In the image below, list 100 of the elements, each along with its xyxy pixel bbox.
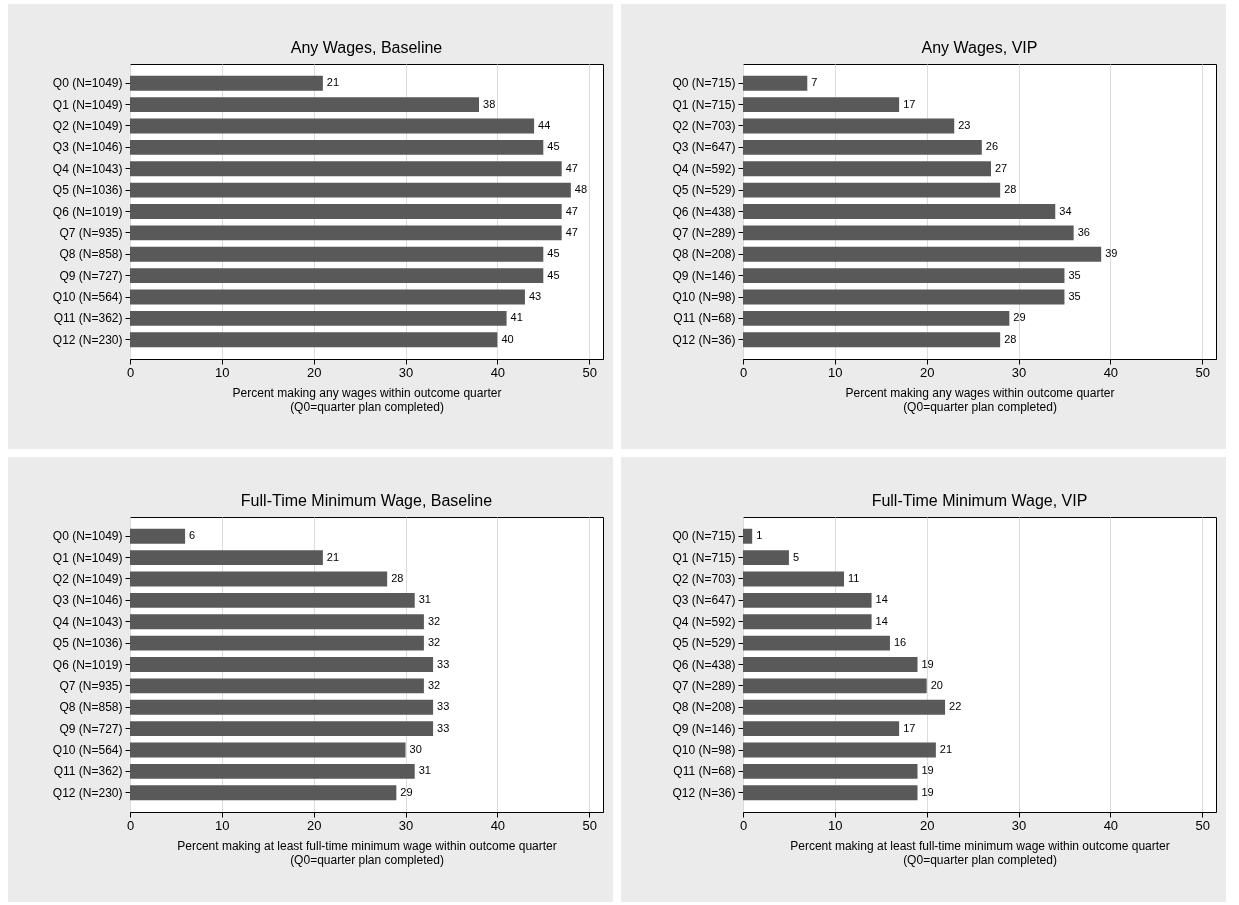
y-tick-label: Q1 (N=715) <box>672 97 736 112</box>
y-tick-label: Q2 (N=1049) <box>52 571 123 586</box>
data-label: 35 <box>1068 268 1081 281</box>
y-tick-label: Q11 (N=362) <box>53 311 123 326</box>
y-tick-label: Q1 (N=1049) <box>52 550 123 565</box>
bar <box>130 699 434 715</box>
y-tick-label: Q9 (N=727) <box>59 268 123 283</box>
y-tick-label: Q6 (N=438) <box>672 204 736 219</box>
x-tick-label: 20 <box>919 817 935 833</box>
y-tick-label: Q12 (N=36) <box>672 785 736 800</box>
bar <box>743 246 1102 262</box>
data-label: 36 <box>1077 225 1090 238</box>
bar <box>130 161 562 177</box>
data-label: 47 <box>565 161 578 174</box>
data-label: 30 <box>409 743 422 756</box>
y-tick-label: Q8 (N=858) <box>59 247 123 262</box>
y-tick-label: Q2 (N=703) <box>672 571 736 586</box>
y-tick-label: Q9 (N=146) <box>672 721 736 736</box>
bar <box>743 763 918 779</box>
y-tick-label: Q3 (N=647) <box>672 593 736 608</box>
y-tick-label: Q6 (N=438) <box>672 657 736 672</box>
y-tick-label: Q4 (N=1043) <box>52 614 123 629</box>
bar <box>130 97 480 113</box>
data-label: 32 <box>427 614 441 627</box>
data-label: 28 <box>391 571 404 584</box>
data-label: 39 <box>1105 247 1118 260</box>
bar <box>743 785 918 801</box>
y-tick-label: Q4 (N=592) <box>672 161 736 176</box>
bar <box>130 721 434 737</box>
x-tick-label: 30 <box>1011 817 1027 833</box>
data-label: 28 <box>1004 332 1017 345</box>
x-axis-title: Percent making any wages within outcome quarter (Q0=quarter plan completed) <box>845 385 1115 414</box>
x-tick-label: 40 <box>490 364 506 380</box>
data-label: 20 <box>930 678 943 691</box>
data-label: 27 <box>994 161 1008 174</box>
y-tick-label: Q9 (N=146) <box>672 268 736 283</box>
bar <box>130 75 323 91</box>
data-label: 38 <box>483 97 496 110</box>
bar <box>743 161 991 177</box>
data-label: 33 <box>437 721 450 734</box>
bar <box>743 139 982 155</box>
bar <box>130 635 424 651</box>
bar <box>130 268 544 284</box>
x-tick-label: 10 <box>215 364 230 380</box>
data-label: 7 <box>811 76 818 89</box>
y-tick-label: Q6 (N=1019) <box>52 657 123 672</box>
bar <box>743 550 789 566</box>
data-label: 45 <box>547 140 560 153</box>
x-axis-title: Percent making at least full-time minimum wage within outcome quarter (Q0=quarter plan completed) <box>790 838 1170 867</box>
y-tick-label: Q12 (N=230) <box>52 332 123 347</box>
data-label: 6 <box>189 529 196 542</box>
chart-title: Full-Time Minimum Wage, VIP <box>871 492 1088 509</box>
data-label: 14 <box>875 593 888 606</box>
x-tick-label: 30 <box>398 817 414 833</box>
bar <box>130 763 415 779</box>
bar <box>130 678 424 694</box>
y-tick-label: Q0 (N=1049) <box>52 76 123 91</box>
x-tick-label: 40 <box>1103 364 1119 380</box>
bar <box>130 246 544 262</box>
y-tick-label: Q0 (N=715) <box>672 529 736 544</box>
bar <box>743 614 872 630</box>
bar <box>743 678 927 694</box>
y-tick-label: Q4 (N=1043) <box>52 161 123 176</box>
y-tick-label: Q5 (N=1036) <box>52 183 123 198</box>
data-label: 19 <box>921 657 934 670</box>
y-tick-label: Q3 (N=1046) <box>52 140 123 155</box>
bar <box>743 268 1065 284</box>
x-tick-label: 50 <box>582 817 597 833</box>
y-tick-label: Q10 (N=98) <box>672 290 736 305</box>
x-tick-label: 20 <box>919 364 935 380</box>
bar <box>743 699 946 715</box>
data-label: 43 <box>528 290 542 303</box>
x-tick-label: 20 <box>306 817 322 833</box>
data-label: 17 <box>903 97 916 110</box>
y-tick-label: Q12 (N=36) <box>672 332 736 347</box>
y-tick-label: Q5 (N=1036) <box>52 636 123 651</box>
bar <box>743 528 753 544</box>
data-label: 22 <box>949 700 962 713</box>
bar <box>130 289 525 305</box>
data-label: 45 <box>547 247 560 260</box>
y-tick-label: Q8 (N=858) <box>59 700 123 715</box>
data-label: 23 <box>958 118 971 131</box>
data-label: 21 <box>939 743 953 756</box>
y-tick-label: Q9 (N=727) <box>59 721 123 736</box>
bar <box>743 310 1010 326</box>
data-label: 32 <box>427 636 441 649</box>
y-tick-label: Q1 (N=715) <box>672 550 736 565</box>
y-tick-label: Q3 (N=647) <box>672 140 736 155</box>
y-tick-label: Q7 (N=935) <box>59 678 123 693</box>
y-tick-label: Q7 (N=289) <box>672 225 736 240</box>
chart-title: Any Wages, VIP <box>921 39 1038 56</box>
x-tick-label: 10 <box>828 364 843 380</box>
data-label: 32 <box>427 678 441 691</box>
data-label: 44 <box>538 118 551 131</box>
bar <box>743 635 890 651</box>
bar <box>743 657 918 672</box>
data-label: 47 <box>565 204 578 217</box>
chart-title: Full-Time Minimum Wage, Baseline <box>240 492 493 509</box>
y-tick-label: Q8 (N=208) <box>672 247 736 262</box>
y-tick-label: Q2 (N=703) <box>672 118 736 133</box>
